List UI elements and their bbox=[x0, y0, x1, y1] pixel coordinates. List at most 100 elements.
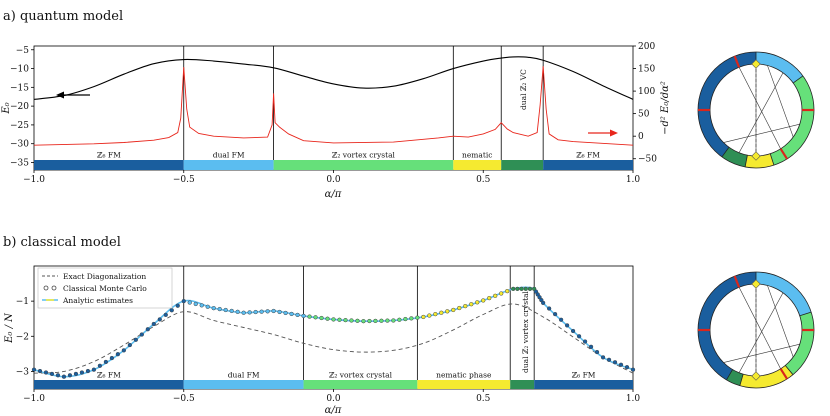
ring-phase-arc bbox=[755, 272, 812, 317]
monte-carlo-marker bbox=[349, 318, 354, 323]
ring-boundary-tick bbox=[739, 374, 744, 386]
ring-phase-arc bbox=[726, 369, 744, 386]
classical-ylabel: E₀ / N bbox=[4, 312, 15, 344]
y-tick-label: −20 bbox=[10, 102, 29, 112]
ring-chord bbox=[767, 65, 794, 138]
ring-red-marker bbox=[733, 275, 741, 288]
monte-carlo-marker bbox=[109, 355, 115, 361]
phase-label: dual FM bbox=[213, 151, 245, 160]
monte-carlo-marker bbox=[511, 286, 516, 291]
ring-phase-arc bbox=[698, 52, 757, 111]
monte-carlo-marker bbox=[523, 286, 528, 291]
y-tick-label: −10 bbox=[10, 65, 29, 75]
monte-carlo-marker bbox=[85, 368, 91, 374]
monte-carlo-marker bbox=[247, 310, 252, 315]
monte-carlo-marker bbox=[91, 367, 97, 372]
phase-label: nematic bbox=[462, 151, 492, 160]
y-tick-label: −35 bbox=[10, 158, 29, 168]
left-axis-arrow-icon bbox=[56, 91, 90, 99]
monte-carlo-marker bbox=[558, 317, 564, 322]
second-derivative-series-line bbox=[33, 66, 634, 146]
phase-label: ℤ₆ FM bbox=[97, 371, 121, 380]
monte-carlo-marker bbox=[415, 315, 420, 320]
monte-carlo-marker bbox=[433, 311, 438, 317]
ring-phase-arc bbox=[739, 365, 793, 388]
monte-carlo-marker bbox=[475, 300, 480, 305]
y-tick-label: −3 bbox=[16, 367, 30, 377]
monte-carlo-marker bbox=[499, 291, 504, 296]
monte-carlo-marker bbox=[103, 359, 109, 365]
monte-carlo-marker bbox=[157, 317, 162, 322]
monte-carlo-marker bbox=[385, 318, 390, 323]
phase-segment bbox=[273, 160, 454, 170]
monte-carlo-marker bbox=[223, 307, 228, 313]
monte-carlo-marker bbox=[355, 318, 360, 323]
ring-boundary-tick bbox=[785, 365, 794, 375]
monte-carlo-marker bbox=[505, 289, 510, 294]
monte-carlo-marker bbox=[343, 317, 348, 323]
monte-carlo-marker bbox=[397, 317, 402, 322]
ground-energy-series-line bbox=[33, 56, 634, 100]
classical-xlabel: α/π bbox=[325, 405, 342, 416]
monte-carlo-marker bbox=[253, 309, 258, 315]
monte-carlo-marker bbox=[241, 310, 246, 315]
x-tick-label: 1.0 bbox=[626, 394, 641, 404]
y-tick-label: −30 bbox=[10, 140, 29, 150]
legend-ed: Exact Diagonalization bbox=[63, 272, 146, 281]
monte-carlo-marker bbox=[527, 286, 533, 291]
classical-ticks: −1.0 −0.5 0.0 0.5 1.0 −1 −2 −3 bbox=[16, 297, 641, 404]
monte-carlo-marker bbox=[289, 311, 294, 317]
phase-segment bbox=[534, 380, 633, 389]
monte-carlo-marker bbox=[409, 316, 414, 321]
monte-carlo-marker bbox=[576, 334, 582, 339]
monte-carlo-marker bbox=[391, 318, 396, 323]
phase-segment bbox=[510, 380, 535, 389]
monte-carlo-marker bbox=[217, 306, 222, 312]
ring-boundary-tick bbox=[792, 75, 804, 84]
monte-carlo-marker bbox=[600, 355, 606, 360]
x-tick-label: −1.0 bbox=[23, 394, 45, 404]
phase-label: nematic phase bbox=[436, 371, 492, 380]
monte-carlo-marker bbox=[271, 308, 276, 314]
monte-carlo-marker bbox=[139, 332, 144, 337]
phase-segment bbox=[417, 380, 511, 389]
ring-phase-arc bbox=[785, 312, 814, 375]
monte-carlo-marker bbox=[37, 368, 43, 374]
monte-carlo-marker bbox=[439, 310, 444, 315]
monte-carlo-marker bbox=[235, 309, 240, 314]
monte-carlo-marker bbox=[151, 321, 156, 327]
monte-carlo-marker bbox=[612, 360, 618, 365]
phase-segment bbox=[501, 160, 544, 170]
y-tick-label: −25 bbox=[10, 121, 29, 131]
classical-phase-bar: ℤ₆ FM dual FM ℤ₂ vortex crystal nematic pha… bbox=[34, 371, 633, 389]
ring-chord bbox=[738, 72, 784, 153]
x-tick-label: 0.5 bbox=[476, 175, 491, 185]
quantum-phase-ring-diagram bbox=[697, 51, 815, 169]
dual-vc-vertical-label: dual ℤ₂ VC bbox=[519, 69, 528, 110]
monte-carlo-marker bbox=[582, 339, 588, 344]
x-tick-label: −0.5 bbox=[173, 175, 195, 185]
ring-diamond-marker bbox=[751, 59, 761, 69]
classical-curves bbox=[31, 286, 636, 379]
monte-carlo-marker bbox=[403, 316, 408, 322]
monte-carlo-marker bbox=[481, 298, 486, 303]
y-right-tick-label: 150 bbox=[638, 65, 655, 75]
phase-label: ℤ₆ FM bbox=[97, 151, 121, 160]
quantum-phase-bar: ℤ₆ FM dual FM ℤ₂ vortex crystal nematic ℤ₆ F… bbox=[34, 151, 633, 170]
y-tick-label: −15 bbox=[10, 83, 29, 93]
phase-segment bbox=[303, 380, 418, 389]
monte-carlo-marker bbox=[451, 307, 456, 313]
exact-diagonalization-series-line bbox=[33, 303, 634, 374]
monte-carlo-marker bbox=[67, 373, 73, 378]
monte-carlo-marker bbox=[259, 309, 264, 314]
classical-phase-boundaries bbox=[183, 266, 535, 380]
monte-carlo-marker bbox=[463, 303, 468, 309]
quantum-ylabel-right: −d² E₀/dα² bbox=[660, 81, 671, 135]
y-right-tick-label: 0 bbox=[638, 132, 644, 142]
ring-chord bbox=[723, 343, 800, 363]
ring-chord bbox=[767, 285, 794, 358]
monte-carlo-marker bbox=[457, 305, 462, 311]
ring-boundary-tick bbox=[721, 146, 730, 158]
monte-carlo-marker bbox=[127, 342, 132, 348]
